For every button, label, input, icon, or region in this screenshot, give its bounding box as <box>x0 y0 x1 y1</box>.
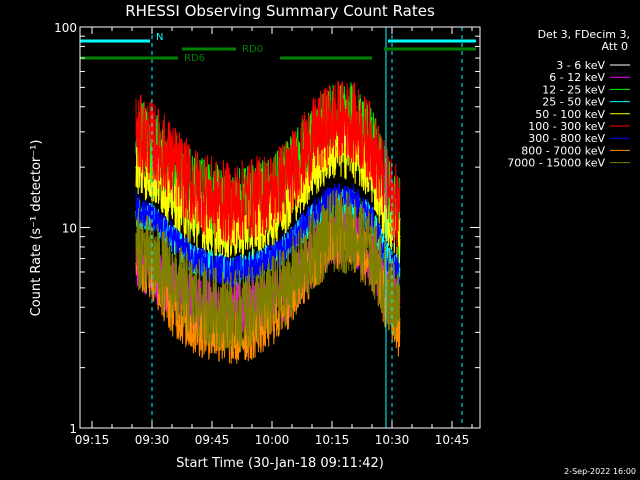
data-point <box>211 306 213 308</box>
flag-rd0: RD0 <box>182 44 476 55</box>
series-line <box>135 190 401 353</box>
x-tick-label: 09:15 <box>75 433 110 447</box>
legend-header-line1: Det 3, FDecim 3, <box>538 28 630 41</box>
data-point <box>191 296 193 298</box>
legend-item: 50 - 100 keV <box>535 108 630 121</box>
legend-item: 7000 - 15000 keV <box>507 157 630 170</box>
x-tick-label: 10:45 <box>435 433 470 447</box>
data-point <box>251 306 253 308</box>
y-tick-label: 10 <box>62 222 77 236</box>
data-point <box>311 251 313 254</box>
flag-n: N <box>80 32 476 43</box>
plot-area: N RD0 RD6 <box>79 26 481 429</box>
data-point <box>135 166 137 168</box>
data-point <box>211 197 213 199</box>
data-point <box>351 231 353 233</box>
data-point <box>311 214 313 216</box>
x-tick-label: 10:15 <box>315 433 350 447</box>
data-point <box>191 185 193 188</box>
x-tick-label: 10:30 <box>375 433 410 447</box>
data-point <box>351 197 353 199</box>
legend-label: 300 - 800 keV <box>528 132 605 145</box>
flag-label: N <box>156 32 163 43</box>
footer-date: 2-Sep-2022 16:00 <box>564 467 636 476</box>
y-tick-label: 100 <box>54 21 77 35</box>
data-point <box>399 218 401 220</box>
x-axis-ticks: 09:15 09:30 09:45 10:00 10:15 10:30 10:45 <box>75 27 473 447</box>
data-point <box>135 204 137 206</box>
data-point <box>151 175 153 177</box>
data-point <box>399 211 401 213</box>
legend-label: 6 - 12 keV <box>549 71 605 84</box>
legend-item: 25 - 50 keV <box>542 96 630 109</box>
data-point <box>171 306 173 308</box>
x-tick-label: 09:45 <box>195 433 230 447</box>
data-point <box>271 296 273 298</box>
data-point <box>171 236 173 238</box>
chart-title: RHESSI Observing Summary Count Rates <box>125 2 435 20</box>
flag-label: RD0 <box>242 44 263 55</box>
legend-item: 6 - 12 keV <box>549 71 630 84</box>
data-point <box>191 326 193 328</box>
legend-label: 100 - 300 keV <box>528 120 605 133</box>
data-point <box>211 267 213 269</box>
data-point <box>291 241 293 243</box>
series-line <box>135 123 401 264</box>
data-point <box>291 278 293 281</box>
x-tick-label: 09:30 <box>135 433 170 447</box>
data-point <box>331 120 333 122</box>
data-point <box>387 287 389 289</box>
legend-label: 3 - 6 keV <box>556 59 605 72</box>
data-point <box>271 191 273 193</box>
legend-item: 12 - 25 keV <box>542 83 630 96</box>
legend-item: 800 - 7000 keV <box>521 144 630 157</box>
data-point <box>399 236 401 238</box>
x-axis-label: Start Time (30-Jan-18 09:11:42) <box>176 456 384 471</box>
legend-label: 12 - 25 keV <box>542 83 605 96</box>
data-point <box>231 204 233 206</box>
y-tick-label: 1 <box>69 422 77 436</box>
data-point <box>399 306 401 308</box>
data-point <box>351 204 353 206</box>
series-line <box>135 183 401 287</box>
legend-label: 25 - 50 keV <box>542 96 605 109</box>
data-point <box>311 140 313 142</box>
data-point <box>135 246 137 248</box>
data-point <box>399 331 401 333</box>
data-point <box>291 171 293 173</box>
series-line <box>135 80 401 248</box>
data-point <box>399 271 401 273</box>
y-axis-label: Count Rate (s⁻¹ detector⁻¹) <box>29 140 44 317</box>
flag-rd6: RD6 <box>80 53 372 64</box>
legend-label: 800 - 7000 keV <box>521 144 605 157</box>
x-tick-label: 10:00 <box>255 433 290 447</box>
legend-item: 100 - 300 keV <box>528 120 630 133</box>
data-point <box>135 134 137 136</box>
data-point <box>171 278 173 281</box>
data-point <box>151 257 153 260</box>
series-100-300-kev <box>135 80 401 248</box>
legend-item: 3 - 6 keV <box>556 59 630 72</box>
data-point <box>191 257 193 260</box>
series-7000-15000-kev <box>135 190 401 353</box>
legend-label: 7000 - 15000 keV <box>507 157 605 170</box>
data-point <box>371 143 373 145</box>
flag-label: RD6 <box>184 53 205 64</box>
legend-item: 300 - 800 keV <box>528 132 630 145</box>
data-point <box>387 191 389 193</box>
data-point <box>231 311 233 313</box>
data-point <box>251 197 253 199</box>
y-axis-ticks: 1 10 100 <box>54 21 480 436</box>
data-point <box>351 120 353 122</box>
data-point <box>171 197 173 199</box>
legend-label: 50 - 100 keV <box>535 108 605 121</box>
legend-header-line2: Att 0 <box>602 40 628 53</box>
data-point <box>371 251 373 254</box>
data-point <box>231 271 233 273</box>
data-point <box>171 162 173 164</box>
data-point <box>331 231 333 233</box>
